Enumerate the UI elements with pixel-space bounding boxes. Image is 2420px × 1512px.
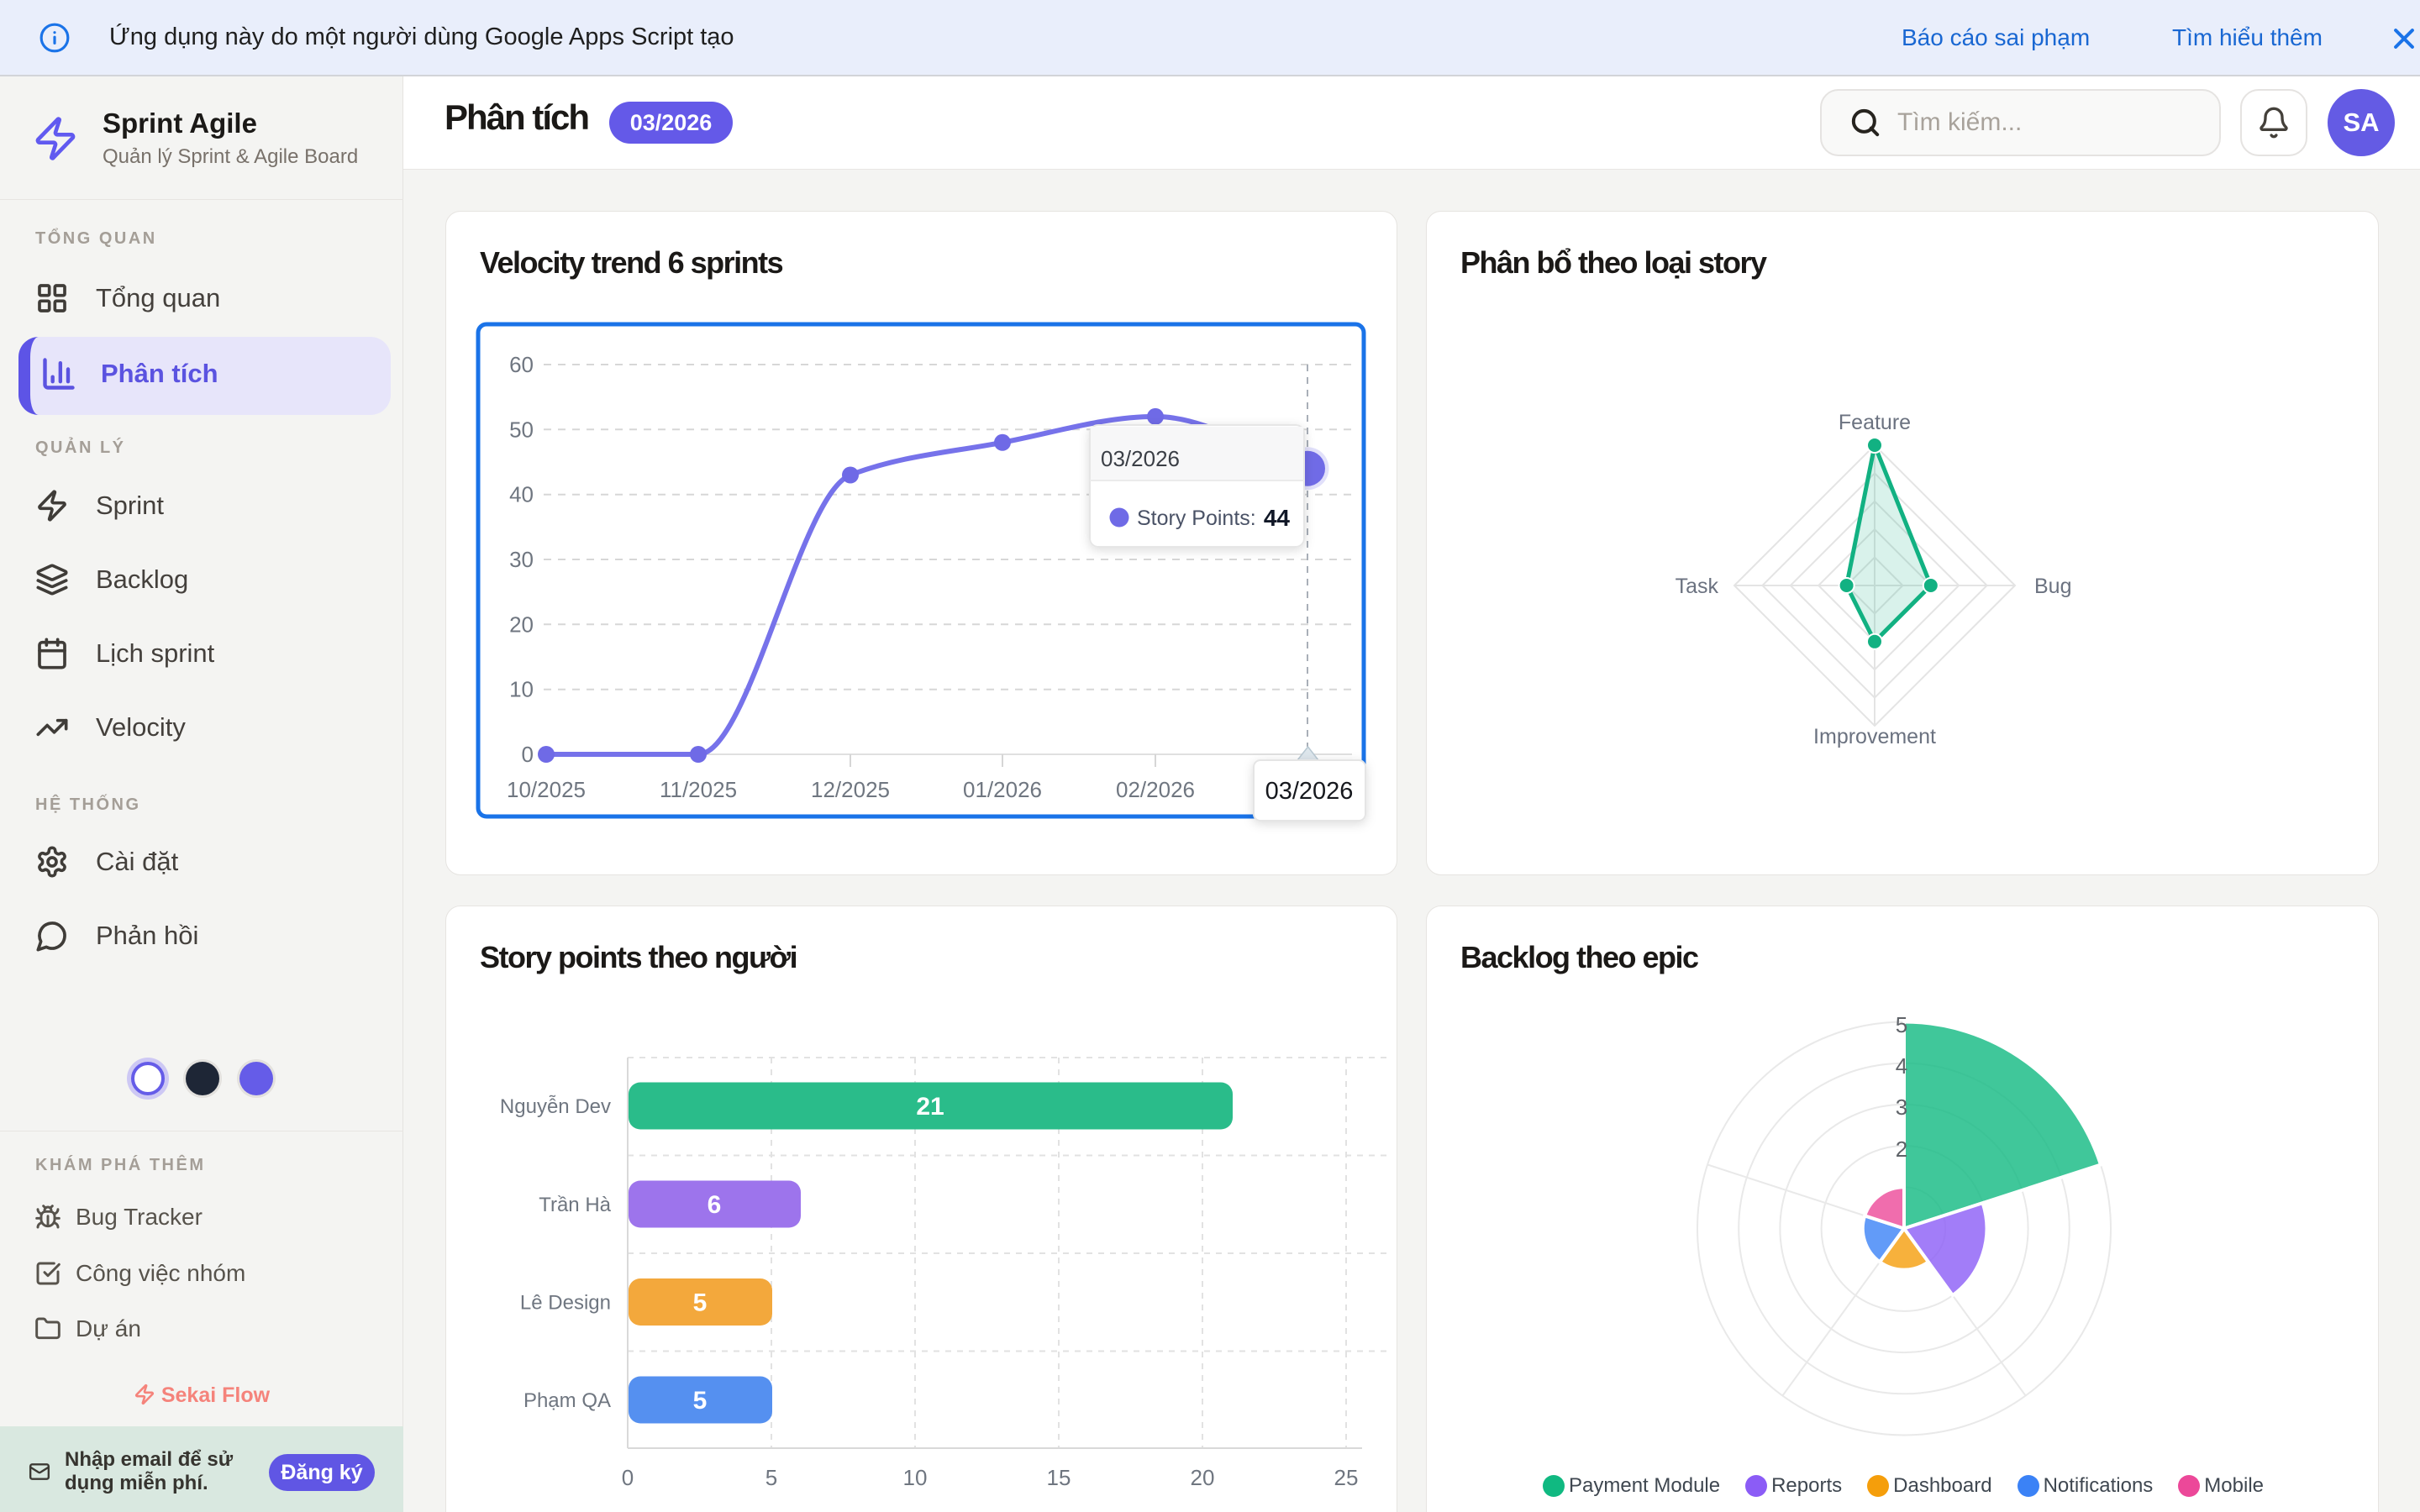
svg-text:03/2026: 03/2026 (1265, 778, 1354, 805)
svg-text:Nguyễn Dev: Nguyễn Dev (500, 1095, 611, 1118)
svg-text:Improvement: Improvement (1813, 725, 1936, 748)
svg-text:02/2026: 02/2026 (1116, 777, 1195, 802)
svg-text:25: 25 (1334, 1465, 1359, 1490)
svg-text:40: 40 (509, 482, 534, 507)
svg-text:5: 5 (1896, 1012, 1907, 1037)
svg-text:Bug: Bug (2034, 575, 2071, 598)
svg-text:15: 15 (1047, 1465, 1071, 1490)
svg-text:6: 6 (708, 1191, 722, 1219)
svg-text:4: 4 (1896, 1053, 1907, 1079)
svg-text:5: 5 (765, 1465, 777, 1490)
svg-text:0: 0 (622, 1465, 634, 1490)
svg-text:10: 10 (509, 677, 534, 702)
svg-text:5: 5 (693, 1387, 708, 1415)
svg-text:11/2025: 11/2025 (660, 777, 737, 802)
svg-text:03/2026: 03/2026 (1101, 446, 1180, 471)
svg-text:60: 60 (509, 352, 534, 377)
svg-text:20: 20 (509, 612, 534, 637)
svg-text:Story Points:: Story Points: (1137, 507, 1256, 530)
svg-text:0: 0 (522, 742, 534, 767)
svg-text:5: 5 (693, 1289, 708, 1317)
svg-text:Trần Hà: Trần Hà (539, 1194, 611, 1216)
svg-text:10: 10 (903, 1465, 928, 1490)
svg-text:2: 2 (1896, 1137, 1907, 1162)
svg-text:10/2025: 10/2025 (507, 777, 586, 802)
svg-text:Phạm QA: Phạm QA (523, 1389, 611, 1412)
svg-text:21: 21 (916, 1093, 944, 1121)
svg-text:44: 44 (1264, 505, 1291, 531)
svg-text:Feature: Feature (1839, 411, 1911, 434)
svg-text:50: 50 (509, 417, 534, 442)
svg-text:3: 3 (1896, 1095, 1907, 1120)
svg-text:12/2025: 12/2025 (811, 777, 890, 802)
svg-text:Task: Task (1676, 575, 1719, 598)
svg-text:30: 30 (509, 547, 534, 572)
svg-text:01/2026: 01/2026 (963, 777, 1042, 802)
svg-text:Lê Design: Lê Design (520, 1292, 611, 1315)
svg-text:20: 20 (1191, 1465, 1215, 1490)
